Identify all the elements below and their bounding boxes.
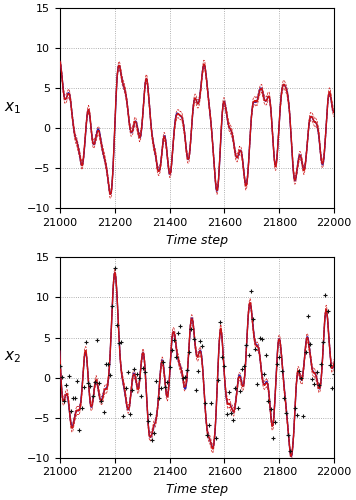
Y-axis label: $x_2$: $x_2$: [4, 350, 21, 366]
Y-axis label: $x_1$: $x_1$: [4, 100, 21, 116]
X-axis label: Time step: Time step: [166, 234, 228, 246]
X-axis label: Time step: Time step: [166, 483, 228, 496]
